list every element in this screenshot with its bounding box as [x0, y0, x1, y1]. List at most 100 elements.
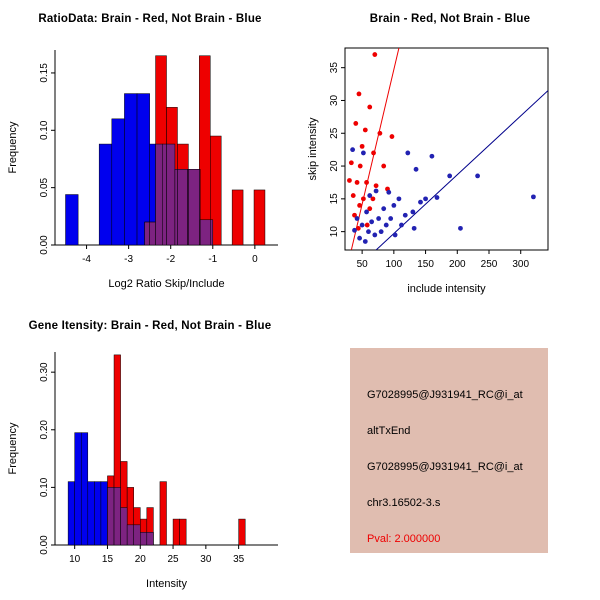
data-point	[366, 229, 371, 235]
x-tick-label: 10	[69, 554, 81, 565]
data-point	[357, 203, 362, 208]
hist-bar-red	[253, 189, 266, 245]
hist-bar-overlap	[166, 143, 176, 245]
hist-bar-blue	[124, 93, 138, 245]
data-point	[388, 216, 394, 221]
y-tick-label: 25	[329, 127, 340, 139]
data-point	[396, 196, 402, 202]
data-point	[369, 219, 375, 225]
hist-bar-blue	[98, 143, 113, 245]
y-axis-label: Frequency	[7, 422, 19, 474]
data-point	[348, 160, 354, 166]
hist-bar-blue	[111, 118, 125, 245]
hist-bar-overlap	[126, 524, 134, 545]
y-axis-label: Frequency	[7, 121, 19, 173]
hist-bar-overlap	[177, 169, 188, 245]
x-tick-label: 200	[449, 259, 466, 270]
data-point	[391, 203, 397, 208]
y-tick-label: 10	[329, 226, 340, 238]
data-point	[389, 134, 395, 139]
data-point	[378, 229, 384, 235]
hist-bar-overlap	[155, 143, 163, 245]
pval-line: Pval: 2.000000	[367, 533, 441, 545]
y-tick-label: 0.05	[39, 177, 50, 197]
gene-histogram-title: Gene Itensity: Brain - Red, Not Brain - …	[28, 320, 272, 332]
x-tick-label: -2	[166, 254, 175, 265]
hist-bar-overlap	[210, 219, 214, 245]
data-point	[362, 127, 368, 133]
data-point	[371, 150, 376, 156]
hist-bar-red	[179, 518, 187, 545]
x-tick-label: -3	[124, 254, 133, 265]
data-point	[353, 121, 359, 126]
data-point	[354, 180, 360, 185]
data-point	[350, 147, 356, 153]
data-point	[364, 222, 370, 228]
data-point	[367, 206, 373, 212]
hist-bar-overlap	[144, 221, 150, 245]
data-point	[356, 91, 362, 97]
hist-bar-red	[159, 481, 167, 545]
plot-box	[344, 47, 549, 251]
data-point	[370, 196, 376, 202]
data-point	[458, 225, 463, 231]
data-point	[411, 225, 417, 231]
x-axis-label: Log2 Ratio Skip/Include	[108, 278, 224, 290]
gene-histogram-chart: 10 15 20 25 30 35 0.00 0.10 0.20 0.30 Intensity Fre…	[7, 352, 278, 590]
data-point	[357, 235, 362, 241]
y-tick-label: 30	[329, 94, 340, 106]
data-point	[381, 206, 387, 212]
hist-bar-overlap	[199, 219, 211, 245]
plot-area	[347, 48, 548, 250]
data-point	[381, 163, 387, 169]
data-point	[364, 209, 369, 215]
info-box: G7028995@J931941_RC@i_at altTxEnd G70289…	[350, 348, 548, 553]
data-point	[377, 130, 383, 136]
x-tick-label: 50	[357, 259, 369, 270]
hist-bar-overlap	[120, 507, 128, 545]
plot-area	[65, 55, 266, 245]
x-tick-label: 250	[481, 259, 498, 270]
data-point	[402, 212, 408, 218]
panel-ratio-histogram: RatioData: Brain - Red, Not Brain - Blue…	[0, 0, 300, 300]
probe-id-line: G7028995@J931941_RC@i_at	[367, 389, 523, 401]
data-point	[423, 196, 428, 202]
splice-type-line: altTxEnd	[367, 425, 411, 437]
y-tick-label: 0.30	[39, 362, 50, 382]
x-axis-label: include intensity	[407, 283, 486, 295]
data-point	[429, 153, 435, 159]
x-tick-label: 15	[102, 554, 114, 565]
y-tick-label: 15	[329, 193, 340, 205]
data-point	[372, 52, 378, 57]
hist-bar-red	[199, 55, 211, 245]
hist-bar-red	[238, 518, 246, 545]
hist-bar-blue	[80, 432, 89, 545]
scatter-title: Brain - Red, Not Brain - Blue	[369, 13, 531, 25]
data-point	[376, 216, 382, 221]
notbrain-fit-line	[375, 90, 548, 250]
panel-intensity-scatter: Brain - Red, Not Brain - Blue 50 100 150 20…	[300, 0, 600, 300]
hist-bar-overlap	[188, 169, 200, 245]
hist-bar-overlap	[133, 524, 141, 545]
data-point	[434, 195, 440, 200]
probe-id-line-2: G7028995@J931941_RC@i_at	[367, 461, 523, 473]
hist-bar-blue	[94, 481, 102, 545]
x-tick-label: -1	[208, 254, 217, 265]
data-point	[352, 227, 357, 233]
hist-bar-red	[172, 518, 180, 545]
data-point	[475, 173, 480, 179]
panel-gene-info: G7028995@J931941_RC@i_at altTxEnd G70289…	[300, 300, 600, 600]
hist-bar-blue	[87, 481, 95, 545]
data-point	[350, 193, 356, 198]
y-tick-label: 0.00	[39, 535, 50, 555]
x-axis-label: Intensity	[146, 578, 187, 590]
data-point	[372, 232, 378, 238]
data-point	[359, 143, 365, 149]
data-point	[531, 194, 536, 200]
ratio-histogram-title: RatioData: Brain - Red, Not Brain - Blue	[38, 13, 262, 25]
hist-bar-overlap	[140, 532, 148, 545]
panel-gene-histogram: Gene Itensity: Brain - Red, Not Brain - …	[0, 300, 300, 600]
data-point	[410, 209, 416, 215]
x-tick-label: 300	[512, 259, 529, 270]
